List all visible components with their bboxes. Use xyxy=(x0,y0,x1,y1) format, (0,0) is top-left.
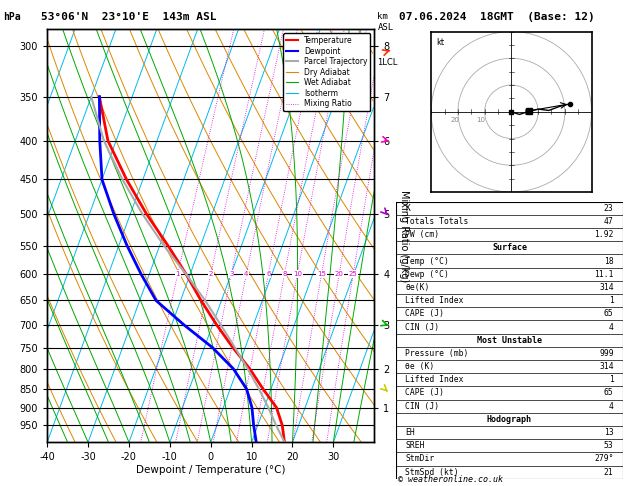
Text: Lifted Index: Lifted Index xyxy=(405,296,464,305)
Text: 20: 20 xyxy=(335,271,343,277)
Text: 53°06'N  23°10'E  143m ASL: 53°06'N 23°10'E 143m ASL xyxy=(41,12,216,22)
Text: 07.06.2024  18GMT  (Base: 12): 07.06.2024 18GMT (Base: 12) xyxy=(399,12,595,22)
Text: Pressure (mb): Pressure (mb) xyxy=(405,349,469,358)
Text: 999: 999 xyxy=(599,349,614,358)
Text: 4: 4 xyxy=(244,271,248,277)
Text: 1: 1 xyxy=(609,375,614,384)
Text: kt: kt xyxy=(437,38,445,47)
Text: 23: 23 xyxy=(604,204,614,213)
Text: hPa: hPa xyxy=(3,12,21,22)
Text: 314: 314 xyxy=(599,362,614,371)
Text: 20: 20 xyxy=(450,117,460,123)
Text: 4: 4 xyxy=(609,401,614,411)
Text: 314: 314 xyxy=(599,283,614,292)
Text: Hodograph: Hodograph xyxy=(487,415,532,424)
Text: 1: 1 xyxy=(609,296,614,305)
Text: 10: 10 xyxy=(476,117,486,123)
Text: Lifted Index: Lifted Index xyxy=(405,375,464,384)
Text: CAPE (J): CAPE (J) xyxy=(405,388,444,398)
Text: 10: 10 xyxy=(293,271,302,277)
Text: 6: 6 xyxy=(266,271,270,277)
Text: Most Unstable: Most Unstable xyxy=(477,336,542,345)
Text: CIN (J): CIN (J) xyxy=(405,323,440,331)
Text: 21: 21 xyxy=(604,468,614,477)
Text: 25: 25 xyxy=(349,271,357,277)
Text: 13: 13 xyxy=(604,428,614,437)
Text: 3: 3 xyxy=(229,271,233,277)
Text: 8: 8 xyxy=(282,271,287,277)
Text: Surface: Surface xyxy=(492,243,527,252)
Text: 47: 47 xyxy=(604,217,614,226)
Text: © weatheronline.co.uk: © weatheronline.co.uk xyxy=(398,474,503,484)
Y-axis label: Mixing Ratio (g/kg): Mixing Ratio (g/kg) xyxy=(399,190,409,282)
Text: θe(K): θe(K) xyxy=(405,283,430,292)
Text: 65: 65 xyxy=(604,388,614,398)
X-axis label: Dewpoint / Temperature (°C): Dewpoint / Temperature (°C) xyxy=(136,465,286,475)
Text: Temp (°C): Temp (°C) xyxy=(405,257,449,265)
Text: EH: EH xyxy=(405,428,415,437)
Text: 4: 4 xyxy=(609,323,614,331)
Text: Totals Totals: Totals Totals xyxy=(405,217,469,226)
Text: PW (cm): PW (cm) xyxy=(405,230,440,239)
Text: CAPE (J): CAPE (J) xyxy=(405,309,444,318)
Text: CIN (J): CIN (J) xyxy=(405,401,440,411)
Text: 1.92: 1.92 xyxy=(594,230,614,239)
Text: 11.1: 11.1 xyxy=(594,270,614,279)
Text: θe (K): θe (K) xyxy=(405,362,435,371)
Text: 65: 65 xyxy=(604,309,614,318)
Text: StmSpd (kt): StmSpd (kt) xyxy=(405,468,459,477)
Text: 1LCL: 1LCL xyxy=(377,57,398,67)
Text: Dewp (°C): Dewp (°C) xyxy=(405,270,449,279)
Text: StmDir: StmDir xyxy=(405,454,435,464)
Text: 18: 18 xyxy=(604,257,614,265)
Text: K: K xyxy=(405,204,410,213)
Text: 2: 2 xyxy=(209,271,213,277)
Text: 279°: 279° xyxy=(594,454,614,464)
Text: SREH: SREH xyxy=(405,441,425,450)
Text: km
ASL: km ASL xyxy=(377,12,394,32)
Legend: Temperature, Dewpoint, Parcel Trajectory, Dry Adiabat, Wet Adiabat, Isotherm, Mi: Temperature, Dewpoint, Parcel Trajectory… xyxy=(283,33,370,111)
Text: 53: 53 xyxy=(604,441,614,450)
Text: 15: 15 xyxy=(317,271,326,277)
Text: 1: 1 xyxy=(175,271,180,277)
